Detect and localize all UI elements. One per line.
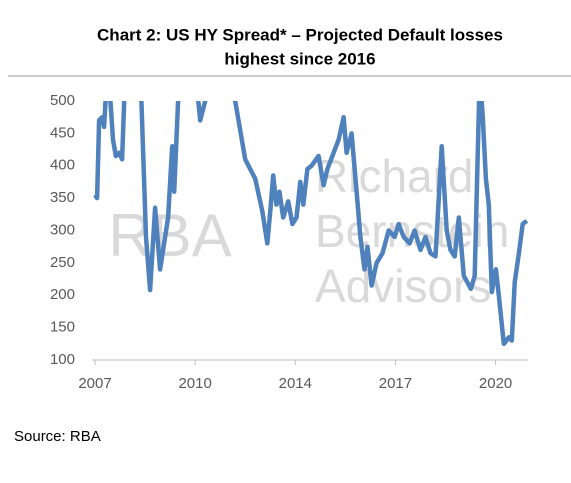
y-tick-label: 250 xyxy=(50,254,75,271)
y-tick-label: 450 xyxy=(50,124,75,141)
y-tick-label: 400 xyxy=(50,157,75,174)
x-tick-label: 2020 xyxy=(479,375,512,392)
x-tick-label: 2017 xyxy=(379,375,412,392)
chart-title: highest since 2016 xyxy=(224,49,375,68)
source: Source: RBA xyxy=(14,428,101,445)
y-tick-label: 150 xyxy=(50,319,75,336)
y-tick-label: 350 xyxy=(50,189,75,206)
y-tick-label: 500 xyxy=(50,92,75,109)
x-tick-label: 2010 xyxy=(178,375,211,392)
line-series xyxy=(93,101,529,347)
y-tick-label: 200 xyxy=(50,286,75,303)
x-tick-label: 2014 xyxy=(279,375,312,392)
y-tick-label: 300 xyxy=(50,221,75,238)
x-tick-label: 2007 xyxy=(78,375,111,392)
y-tick-label: 100 xyxy=(50,351,75,368)
chart-title: Chart 2: US HY Spread* – Projected Defau… xyxy=(97,25,503,44)
watermark-text: Richard xyxy=(315,150,474,202)
